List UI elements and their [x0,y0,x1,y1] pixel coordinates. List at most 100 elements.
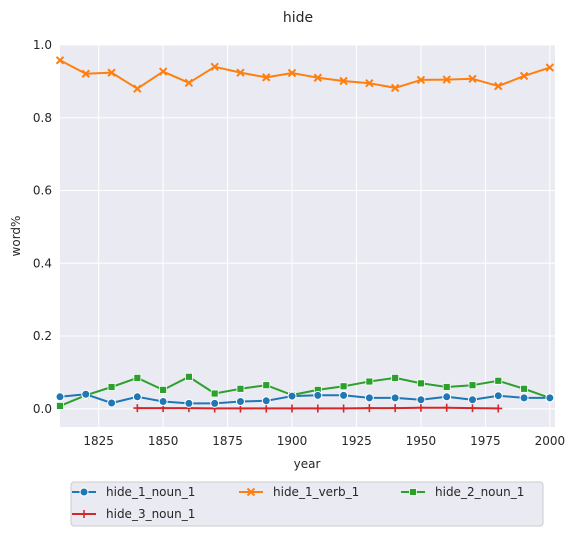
legend-marker [409,488,417,496]
data-point-hide_1_verb_1 [107,68,116,77]
data-point-hide_2_noun_1 [417,379,425,388]
data-point-hide_2_noun_1 [107,383,116,391]
data-point-hide_1_noun_1 [416,395,426,405]
data-point-hide_1_verb_1 [494,81,503,91]
data-point-hide_1_noun_1 [493,391,503,401]
x-tick-label: 1900 [277,434,308,448]
data-point-hide_1_verb_1 [468,74,477,84]
legend-label: hide_3_noun_1 [106,507,195,521]
y-axis-label: word% [9,216,23,257]
data-point-hide_3_noun_1 [288,404,297,413]
data-point-hide_2_noun_1 [442,383,451,391]
legend-item-hide_2_noun_1: hide_2_noun_1 [401,485,524,499]
data-point-hide_1_noun_1 [545,393,555,403]
data-point-hide_2_noun_1 [56,401,64,410]
data-point-hide_3_noun_1 [313,404,322,413]
data-point-hide_3_noun_1 [262,404,271,413]
data-point-hide_1_verb_1 [442,75,451,84]
data-point-hide_1_noun_1 [158,397,168,407]
data-point-hide_1_noun_1 [287,391,297,401]
data-point-hide_2_noun_1 [210,389,219,398]
data-point-hide_1_verb_1 [519,71,529,81]
data-point-hide_3_noun_1 [133,404,142,413]
data-point-hide_1_verb_1 [55,56,65,65]
x-tick-label: 2000 [535,434,566,448]
data-point-hide_1_verb_1 [262,73,271,82]
data-point-hide_1_noun_1 [390,393,400,403]
series-line-hide_2_noun_1 [59,375,551,407]
data-point-hide_3_noun_1 [339,404,348,413]
legend-item-hide_1_verb_1: hide_1_verb_1 [239,485,359,499]
data-point-hide_1_verb_1 [158,67,168,76]
data-point-hide_2_noun_1 [339,382,348,391]
data-point-hide_1_verb_1 [236,68,245,77]
plot-background [60,45,555,427]
x-tick-label: 1850 [148,434,179,448]
data-point-hide_1_noun_1 [339,390,349,400]
data-point-hide_1_noun_1 [261,396,271,406]
data-point-hide_2_noun_1 [365,377,374,386]
data-point-hide_1_noun_1 [519,393,529,403]
x-tick-labels: 1825 1850 1875 1900 1925 1950 1975 2000 [83,434,565,448]
x-tick-label: 1925 [341,434,372,448]
x-tick-label: 1825 [83,434,114,448]
y-tick-label: 1.0 [33,38,52,52]
legend-marker [246,487,256,497]
data-point-hide_1_noun_1 [184,398,194,408]
data-point-hide_1_verb_1 [365,78,374,88]
data-point-hide_1_verb_1 [416,75,426,85]
series-hide_1_noun_1 [55,389,555,408]
data-point-hide_1_verb_1 [339,76,348,86]
data-point-hide_1_noun_1 [468,395,477,405]
data-point-hide_2_noun_1 [159,385,168,394]
x-tick-label: 1950 [406,434,437,448]
x-tick-label: 1975 [470,434,501,448]
legend-item-hide_3_noun_1: hide_3_noun_1 [72,507,195,521]
legend: hide_1_noun_1 hide_1_verb_1 hide_2_noun_1h… [70,481,544,527]
legend-marker [80,510,88,518]
data-point-hide_1_noun_1 [132,392,142,402]
series-hide_3_noun_1 [133,403,503,413]
x-tick-label: 1875 [212,434,243,448]
data-point-hide_1_verb_1 [390,83,400,93]
data-point-hide_1_verb_1 [210,62,219,72]
y-tick-label: 0.2 [33,329,52,343]
data-point-hide_1_noun_1 [235,397,245,407]
y-tick-label: 0.0 [33,402,52,416]
grid [60,44,555,427]
data-point-hide_1_noun_1 [313,390,323,400]
data-point-hide_1_verb_1 [184,78,194,88]
data-point-hide_2_noun_1 [391,373,400,382]
y-tick-label: 0.4 [33,256,52,270]
data-point-hide_2_noun_1 [185,372,193,381]
data-point-hide_1_noun_1 [55,392,65,402]
data-point-hide_3_noun_1 [416,403,425,412]
data-point-hide_1_noun_1 [107,398,117,408]
data-point-hide_1_verb_1 [81,69,90,78]
data-point-hide_3_noun_1 [494,404,503,413]
legend-marker [79,487,89,497]
series-hide_1_verb_1 [55,56,555,93]
series-line-hide_1_verb_1 [59,59,551,90]
y-tick-label: 0.6 [33,184,52,198]
data-point-hide_3_noun_1 [442,403,451,412]
y-tick-labels: 0.0 0.2 0.4 0.6 0.8 1.0 [33,38,52,416]
legend-label: hide_1_noun_1 [106,485,195,499]
data-point-hide_2_noun_1 [262,381,271,390]
data-point-hide_2_noun_1 [468,381,477,390]
data-point-hide_2_noun_1 [494,376,503,385]
data-point-hide_3_noun_1 [468,404,477,413]
legend-label: hide_2_noun_1 [435,485,524,499]
legend-item-hide_1_noun_1: hide_1_noun_1 [72,485,195,499]
data-point-hide_1_verb_1 [133,84,142,93]
chart-title: hide [283,10,313,26]
data-point-hide_1_noun_1 [364,393,374,403]
data-point-hide_1_verb_1 [287,68,297,78]
data-point-hide_3_noun_1 [365,404,374,413]
data-point-hide_2_noun_1 [133,373,142,382]
data-point-hide_2_noun_1 [236,384,245,393]
data-point-hide_1_noun_1 [81,389,91,399]
data-point-hide_3_noun_1 [391,404,400,413]
data-point-hide_1_verb_1 [545,63,555,72]
